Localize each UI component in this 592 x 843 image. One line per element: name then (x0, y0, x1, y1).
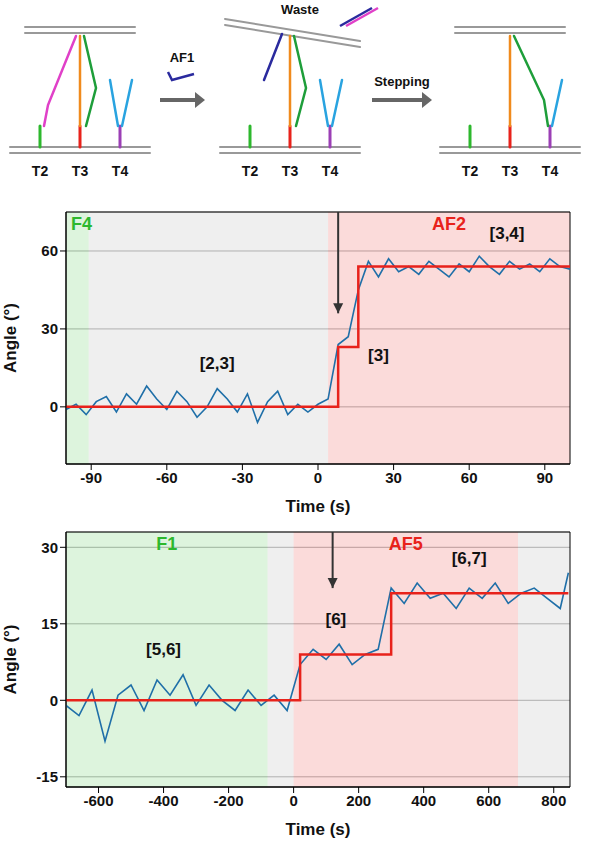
svg-text:0: 0 (50, 398, 58, 415)
svg-text:-30: -30 (232, 469, 254, 486)
svg-text:200: 200 (346, 792, 371, 809)
svg-text:[2,3]: [2,3] (200, 354, 235, 373)
svg-text:[6,7]: [6,7] (452, 549, 487, 568)
svg-text:[3,4]: [3,4] (490, 224, 525, 243)
svg-text:60: 60 (41, 242, 58, 259)
svg-text:T3: T3 (72, 163, 89, 179)
svg-text:-90: -90 (80, 469, 102, 486)
svg-text:-200: -200 (214, 792, 244, 809)
svg-text:T2: T2 (462, 163, 479, 179)
svg-text:90: 90 (536, 469, 553, 486)
svg-text:T3: T3 (282, 163, 299, 179)
svg-text:[5,6]: [5,6] (146, 640, 181, 659)
svg-text:F1: F1 (156, 534, 177, 554)
svg-text:Waste: Waste (281, 2, 319, 17)
svg-text:30: 30 (385, 469, 402, 486)
svg-text:Time (s): Time (s) (286, 820, 351, 839)
svg-text:0: 0 (50, 692, 58, 709)
svg-text:AF5: AF5 (389, 534, 423, 554)
svg-text:T4: T4 (542, 163, 559, 179)
svg-text:-15: -15 (36, 768, 58, 785)
svg-text:0: 0 (314, 469, 322, 486)
svg-text:60: 60 (461, 469, 478, 486)
svg-text:T4: T4 (322, 163, 339, 179)
svg-text:T2: T2 (32, 163, 49, 179)
svg-text:T3: T3 (502, 163, 519, 179)
svg-text:[6]: [6] (325, 610, 346, 629)
svg-text:800: 800 (541, 792, 566, 809)
svg-text:F4: F4 (71, 214, 92, 234)
svg-text:Time (s): Time (s) (286, 497, 351, 516)
svg-text:15: 15 (41, 615, 58, 632)
svg-text:T2: T2 (242, 163, 259, 179)
svg-text:AF2: AF2 (432, 214, 466, 234)
svg-text:30: 30 (41, 539, 58, 556)
svg-text:AF1: AF1 (170, 50, 195, 65)
svg-text:[3]: [3] (368, 346, 389, 365)
svg-text:Angle (°): Angle (°) (1, 303, 20, 373)
svg-text:400: 400 (411, 792, 436, 809)
svg-text:0: 0 (289, 792, 297, 809)
svg-text:-60: -60 (156, 469, 178, 486)
svg-text:Angle (°): Angle (°) (1, 624, 20, 694)
svg-text:-400: -400 (149, 792, 179, 809)
svg-text:T4: T4 (112, 163, 129, 179)
svg-text:Stepping: Stepping (374, 74, 430, 89)
svg-text:-600: -600 (84, 792, 114, 809)
svg-text:600: 600 (476, 792, 501, 809)
svg-text:30: 30 (41, 320, 58, 337)
